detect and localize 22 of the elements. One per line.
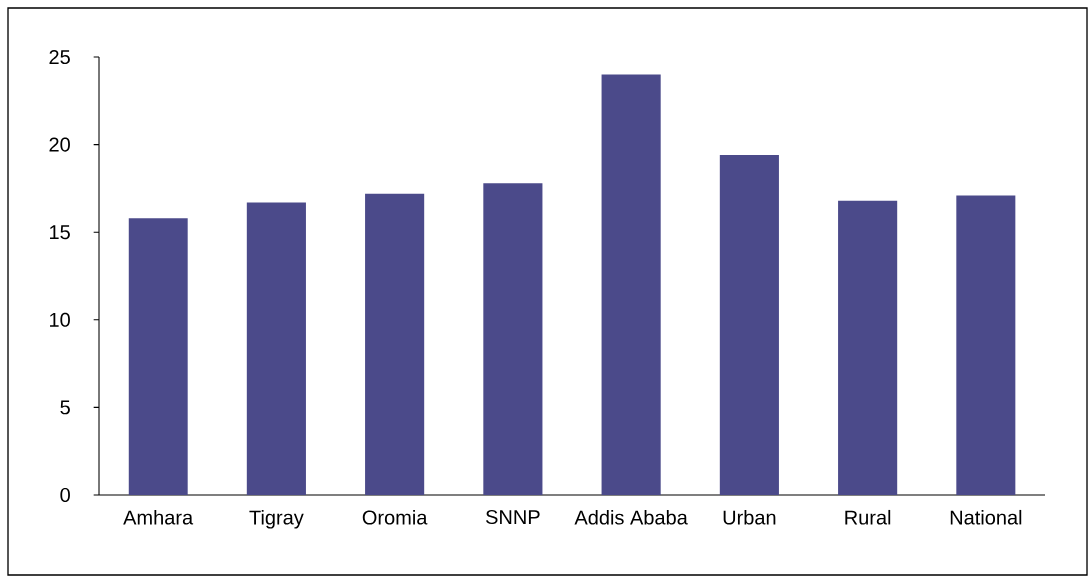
bar — [956, 195, 1016, 495]
x-tick-label: Addis Ababa — [574, 509, 688, 525]
y-tick-label: 20 — [49, 137, 70, 152]
x-tick-label: Rural — [845, 509, 891, 525]
bar — [483, 183, 543, 495]
bar — [601, 74, 661, 495]
x-tick-label: Tigray — [249, 509, 304, 529]
y-tick-label: 25 — [49, 49, 70, 65]
bar — [838, 200, 898, 495]
bar — [246, 202, 306, 495]
x-tick-label: SNNP — [486, 509, 540, 525]
y-tick-label: 5 — [60, 400, 70, 415]
bar — [719, 155, 779, 495]
y-tick-label: 15 — [50, 225, 70, 240]
bar — [128, 218, 188, 495]
x-tick-label: Oromia — [362, 509, 428, 525]
y-tick-label: 0 — [60, 487, 70, 503]
bar — [365, 193, 425, 495]
y-tick-label: 10 — [50, 312, 70, 327]
x-tick-label: National — [950, 509, 1022, 525]
x-tick-label: Urban — [723, 509, 776, 525]
x-tick-label: Amhara — [123, 509, 194, 525]
